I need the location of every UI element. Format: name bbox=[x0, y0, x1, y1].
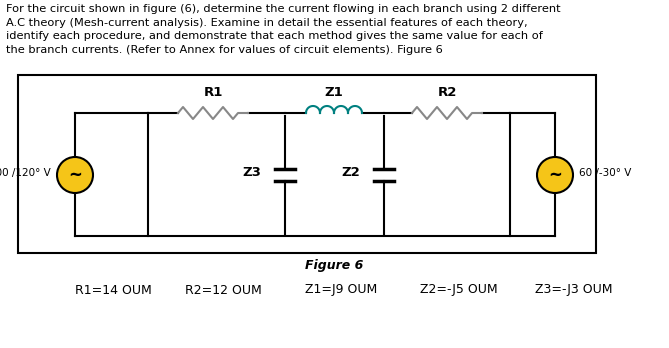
Text: 60 /-30° V: 60 /-30° V bbox=[579, 168, 632, 178]
Text: Z3: Z3 bbox=[242, 166, 261, 180]
Circle shape bbox=[537, 157, 573, 193]
Text: R1: R1 bbox=[203, 86, 223, 99]
Text: 200 /120° V: 200 /120° V bbox=[0, 168, 51, 178]
Text: Z1=J9 OUM: Z1=J9 OUM bbox=[305, 284, 377, 296]
Text: Z2=-J5 OUM: Z2=-J5 OUM bbox=[420, 284, 498, 296]
Text: ~: ~ bbox=[68, 166, 82, 184]
Text: ~: ~ bbox=[548, 166, 562, 184]
Text: For the circuit shown in figure (6), determine the current flowing in each branc: For the circuit shown in figure (6), det… bbox=[6, 4, 561, 55]
Text: R1=14 OUM: R1=14 OUM bbox=[75, 284, 152, 296]
Text: R2: R2 bbox=[438, 86, 457, 99]
Text: Z1: Z1 bbox=[324, 86, 343, 99]
Text: Figure 6: Figure 6 bbox=[305, 259, 363, 271]
Text: R2=12 OUM: R2=12 OUM bbox=[185, 284, 262, 296]
Circle shape bbox=[57, 157, 93, 193]
Bar bbox=[18, 75, 596, 253]
Text: Z3=-J3 OUM: Z3=-J3 OUM bbox=[535, 284, 613, 296]
Text: Z2: Z2 bbox=[341, 166, 360, 180]
